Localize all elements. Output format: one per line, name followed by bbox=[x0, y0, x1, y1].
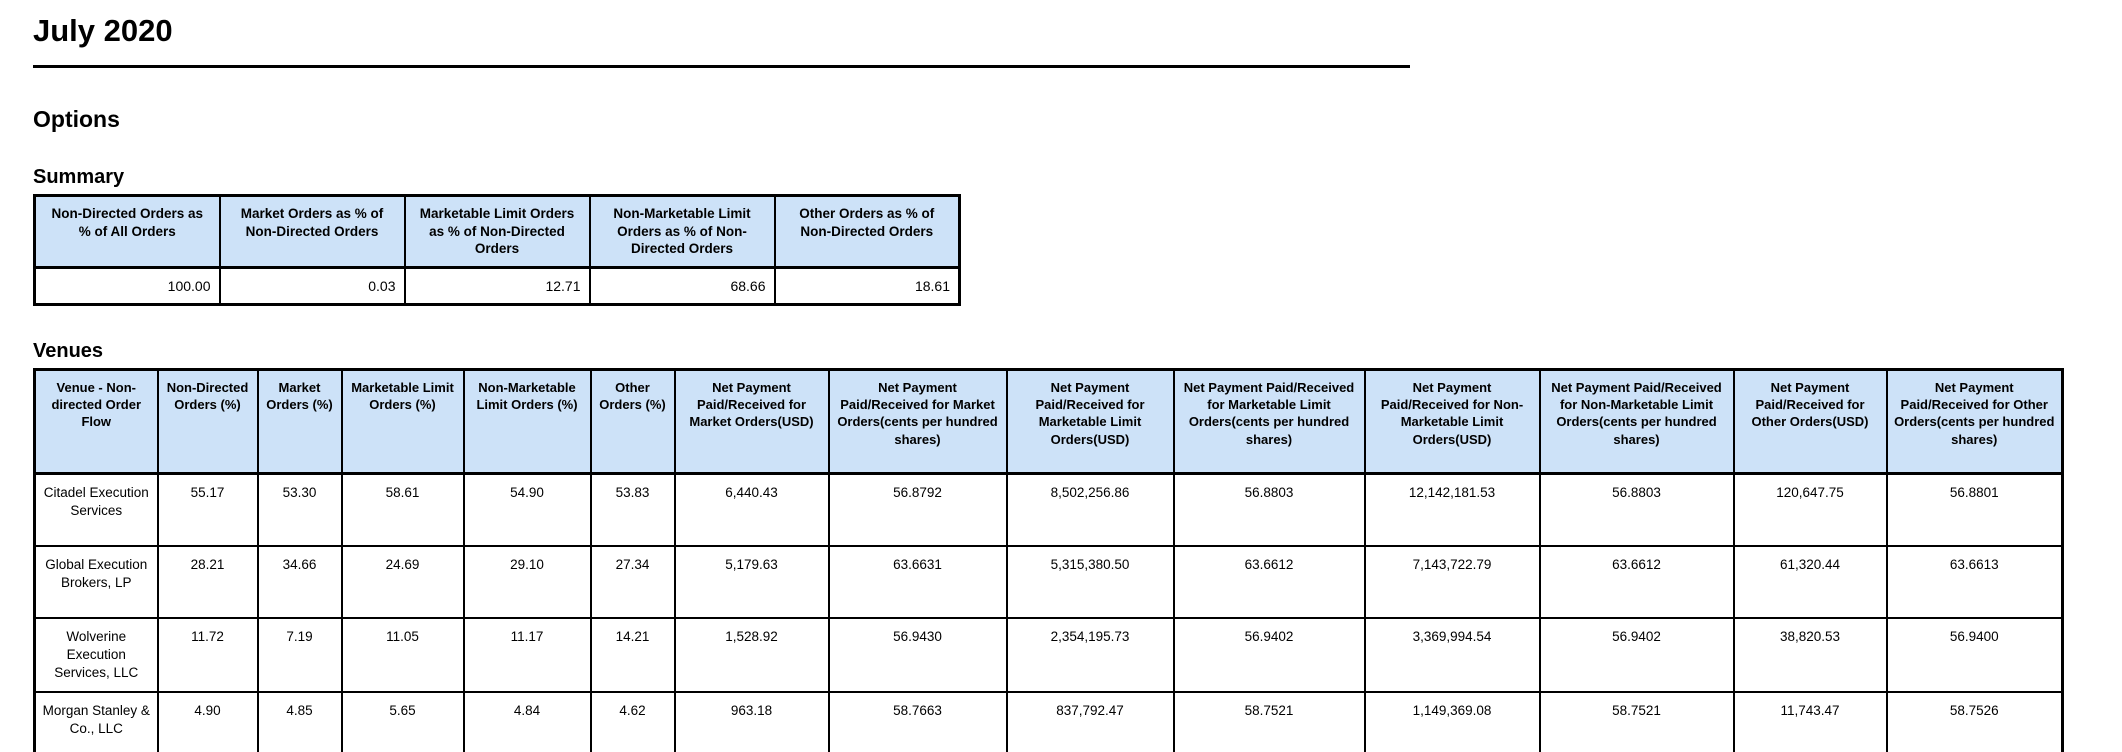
venue-cell: 7.19 bbox=[256, 616, 343, 694]
venue-cell: 58.7521 bbox=[1538, 691, 1735, 752]
venue-cell: 5,315,380.50 bbox=[1005, 544, 1175, 619]
summary-value: 68.66 bbox=[588, 266, 776, 306]
summary-column-header: Non-Directed Orders as % of All Orders bbox=[33, 194, 221, 270]
venue-cell: 963.18 bbox=[673, 691, 830, 752]
summary-value: 100.00 bbox=[33, 266, 221, 306]
venue-cell: 5.65 bbox=[340, 691, 465, 752]
venue-cell: 2,354,195.73 bbox=[1005, 616, 1175, 694]
venue-cell: 38,820.53 bbox=[1732, 616, 1888, 694]
venue-cell: 63.6631 bbox=[827, 544, 1008, 619]
summary-header-row: Non-Directed Orders as % of All Orders M… bbox=[33, 194, 961, 270]
venues-column-header: Other Orders (%) bbox=[589, 368, 676, 476]
summary-value: 18.61 bbox=[773, 266, 961, 306]
venue-cell: 28.21 bbox=[156, 544, 259, 619]
venue-cell: 27.34 bbox=[589, 544, 676, 619]
venue-cell: 4.84 bbox=[462, 691, 592, 752]
venue-cell: 63.6612 bbox=[1538, 544, 1735, 619]
venue-cell: 63.6612 bbox=[1172, 544, 1366, 619]
venues-column-header: Non-Marketable Limit Orders (%) bbox=[462, 368, 592, 476]
summary-column-header: Market Orders as % of Non-Directed Order… bbox=[218, 194, 406, 270]
summary-value: 0.03 bbox=[218, 266, 406, 306]
venue-cell: 3,369,994.54 bbox=[1363, 616, 1541, 694]
venue-row: Citadel Execution Services 55.17 53.30 5… bbox=[33, 472, 2064, 547]
venues-column-header: Net Payment Paid/Received for Marketable… bbox=[1005, 368, 1175, 476]
venue-cell: 5,179.63 bbox=[673, 544, 830, 619]
venue-row: Global Execution Brokers, LP 28.21 34.66… bbox=[33, 544, 2064, 619]
venue-cell: 53.83 bbox=[589, 472, 676, 547]
venue-cell: 11.05 bbox=[340, 616, 465, 694]
venue-cell: 14.21 bbox=[589, 616, 676, 694]
venue-cell: 24.69 bbox=[340, 544, 465, 619]
summary-column-header: Non-Marketable Limit Orders as % of Non-… bbox=[588, 194, 776, 270]
venue-cell: 1,149,369.08 bbox=[1363, 691, 1541, 752]
venues-heading: Venues bbox=[33, 340, 104, 363]
venue-cell: 55.17 bbox=[156, 472, 259, 547]
summary-table: Non-Directed Orders as % of All Orders M… bbox=[33, 194, 961, 307]
venues-column-header: Marketable Limit Orders (%) bbox=[340, 368, 465, 476]
summary-value-row: 100.00 0.03 12.71 68.66 18.61 bbox=[33, 266, 961, 306]
venue-cell: 1,528.92 bbox=[673, 616, 830, 694]
venue-cell: 56.9402 bbox=[1538, 616, 1735, 694]
venue-cell: 837,792.47 bbox=[1005, 691, 1175, 752]
venue-cell: 56.8803 bbox=[1538, 472, 1735, 547]
venue-cell: 12,142,181.53 bbox=[1363, 472, 1541, 547]
venue-cell: 56.9400 bbox=[1885, 616, 2064, 694]
venue-cell: 58.7663 bbox=[827, 691, 1008, 752]
venue-row: Morgan Stanley & Co., LLC 4.90 4.85 5.65… bbox=[33, 691, 2064, 752]
venues-column-header: Net Payment Paid/Received for Other Orde… bbox=[1732, 368, 1888, 476]
venues-column-header: Net Payment Paid/Received for Other Orde… bbox=[1885, 368, 2064, 476]
venues-column-header: Net Payment Paid/Received for Market Ord… bbox=[673, 368, 830, 476]
venue-row: Wolverine Execution Services, LLC 11.72 … bbox=[33, 616, 2064, 694]
venue-name: Citadel Execution Services bbox=[33, 472, 159, 547]
venue-cell: 56.8792 bbox=[827, 472, 1008, 547]
venue-cell: 4.85 bbox=[256, 691, 343, 752]
venue-cell: 61,320.44 bbox=[1732, 544, 1888, 619]
venue-cell: 8,502,256.86 bbox=[1005, 472, 1175, 547]
venue-cell: 53.30 bbox=[256, 472, 343, 547]
venues-column-header: Net Payment Paid/Received for Non-Market… bbox=[1538, 368, 1735, 476]
venue-cell: 56.9430 bbox=[827, 616, 1008, 694]
venues-column-header: Net Payment Paid/Received for Marketable… bbox=[1172, 368, 1366, 476]
venue-cell: 56.8803 bbox=[1172, 472, 1366, 547]
summary-heading: Summary bbox=[33, 166, 125, 189]
summary-column-header: Other Orders as % of Non-Directed Orders bbox=[773, 194, 961, 270]
venue-cell: 29.10 bbox=[462, 544, 592, 619]
venues-column-header: Net Payment Paid/Received for Non-Market… bbox=[1363, 368, 1541, 476]
report-month-title: July 2020 bbox=[33, 13, 173, 48]
venues-table: Venue - Non-directed Order Flow Non-Dire… bbox=[33, 368, 2064, 752]
venues-column-header: Non-Directed Orders (%) bbox=[156, 368, 259, 476]
venue-cell: 63.6613 bbox=[1885, 544, 2064, 619]
venues-column-header: Market Orders (%) bbox=[256, 368, 343, 476]
venue-cell: 4.90 bbox=[156, 691, 259, 752]
venue-cell: 11.72 bbox=[156, 616, 259, 694]
venue-cell: 4.62 bbox=[589, 691, 676, 752]
venues-header-row: Venue - Non-directed Order Flow Non-Dire… bbox=[33, 368, 2064, 476]
summary-value: 12.71 bbox=[403, 266, 591, 306]
venue-cell: 34.66 bbox=[256, 544, 343, 619]
venue-cell: 58.7526 bbox=[1885, 691, 2064, 752]
venue-cell: 6,440.43 bbox=[673, 472, 830, 547]
venue-name: Global Execution Brokers, LP bbox=[33, 544, 159, 619]
venues-column-header: Venue - Non-directed Order Flow bbox=[33, 368, 159, 476]
venue-cell: 11.17 bbox=[462, 616, 592, 694]
section-title-options: Options bbox=[33, 106, 120, 133]
venue-name: Morgan Stanley & Co., LLC bbox=[33, 691, 159, 752]
venue-cell: 7,143,722.79 bbox=[1363, 544, 1541, 619]
summary-column-header: Marketable Limit Orders as % of Non-Dire… bbox=[403, 194, 591, 270]
venue-cell: 56.9402 bbox=[1172, 616, 1366, 694]
venue-cell: 54.90 bbox=[462, 472, 592, 547]
venue-cell: 56.8801 bbox=[1885, 472, 2064, 547]
venue-cell: 58.7521 bbox=[1172, 691, 1366, 752]
venue-cell: 11,743.47 bbox=[1732, 691, 1888, 752]
venue-cell: 58.61 bbox=[340, 472, 465, 547]
venue-cell: 120,647.75 bbox=[1732, 472, 1888, 547]
venues-column-header: Net Payment Paid/Received for Market Ord… bbox=[827, 368, 1008, 476]
venue-name: Wolverine Execution Services, LLC bbox=[33, 616, 159, 694]
title-underline bbox=[33, 65, 1410, 69]
